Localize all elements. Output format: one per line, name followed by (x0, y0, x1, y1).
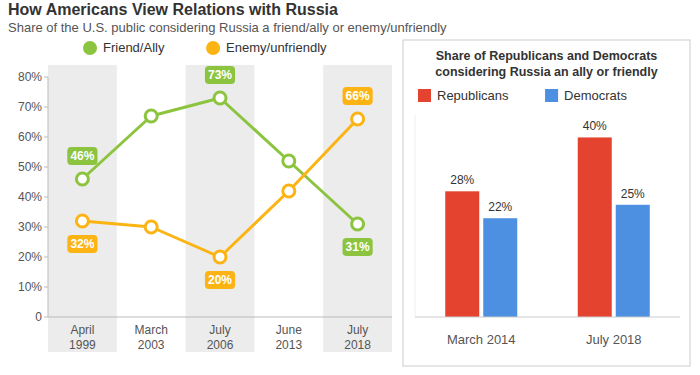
bar (483, 218, 517, 317)
data-label-box (343, 87, 373, 105)
data-label: 46% (70, 149, 94, 163)
panel-title-line: Share of Republicans and Democrats (436, 49, 658, 63)
data-label-box (67, 147, 97, 165)
x-tick-label-line: July (209, 323, 230, 337)
series-marker (214, 92, 226, 104)
y-tick (44, 137, 48, 138)
panel-frame (403, 40, 690, 366)
data-label: 25% (621, 187, 645, 201)
data-label: 28% (450, 173, 474, 187)
bar (445, 191, 479, 317)
data-label: 40% (583, 119, 607, 133)
x-tick-label: March2003 (135, 323, 168, 352)
data-label: 32% (70, 237, 94, 251)
chart-subtitle: Share of the U.S. public considering Rus… (8, 20, 447, 35)
y-tick-label: 20% (18, 250, 42, 264)
y-tick (44, 77, 48, 78)
legend-swatch (83, 41, 97, 55)
x-tick-label: June2013 (275, 323, 302, 352)
chart-title: How Americans View Relations with Russia (8, 1, 338, 18)
series-marker (283, 185, 295, 197)
x-tick-label: July2006 (207, 323, 234, 352)
chart-canvas: How Americans View Relations with Russia… (0, 0, 700, 375)
legend-swatch (418, 89, 431, 102)
x-axis-line (415, 317, 680, 318)
y-tick-label: 40% (18, 190, 42, 204)
panel-title-line: considering Russia an ally or friendly (435, 65, 657, 79)
legend-label: Republicans (437, 88, 509, 103)
data-label: 66% (346, 89, 370, 103)
bar (616, 205, 650, 317)
column-band (48, 65, 117, 352)
x-tick-label: March 2014 (447, 332, 516, 347)
y-tick (44, 317, 48, 318)
data-label-box (205, 271, 235, 289)
x-tick-label-line: 2006 (207, 338, 234, 352)
data-label: 73% (208, 68, 232, 82)
legend-label: Friend/Ally (103, 40, 165, 55)
x-tick-label-line: 1999 (69, 338, 96, 352)
series-marker (76, 215, 88, 227)
bar (578, 137, 612, 317)
legend-label: Enemy/unfriendly (226, 40, 327, 55)
plot-area (445, 137, 650, 317)
y-tick-label: 10% (18, 280, 42, 294)
x-tick-label-line: 2013 (275, 338, 302, 352)
y-tick (44, 257, 48, 258)
column-band (186, 65, 255, 352)
x-tick-label-line: 2003 (138, 338, 165, 352)
legend-label: Democrats (564, 88, 627, 103)
data-label: 31% (346, 240, 370, 254)
x-tick-label: July 2018 (586, 332, 642, 347)
y-axis-line (48, 77, 49, 317)
x-tick-label-line: 2018 (344, 338, 371, 352)
data-label-box (343, 238, 373, 256)
y-tick (44, 107, 48, 108)
x-tick-label: July2018 (344, 323, 371, 352)
series-marker (352, 113, 364, 125)
y-tick (44, 287, 48, 288)
series-marker (145, 221, 157, 233)
series-marker (214, 251, 226, 263)
series-marker (145, 110, 157, 122)
x-tick-label-line: July (347, 323, 368, 337)
panel-title: Share of Republicans and Democrats consid… (435, 49, 657, 79)
series-marker (283, 155, 295, 167)
x-tick-label-line: April (70, 323, 94, 337)
legend-swatch (206, 41, 220, 55)
data-label: 22% (488, 200, 512, 214)
data-label-box (205, 66, 235, 84)
legend-swatch (545, 89, 558, 102)
x-tick-label-line: March (135, 323, 168, 337)
y-tick (44, 167, 48, 168)
y-tick-label: 50% (18, 160, 42, 174)
x-tick-label: April1999 (69, 323, 96, 352)
column-band (323, 65, 392, 352)
y-tick (44, 197, 48, 198)
y-tick-label: 30% (18, 220, 42, 234)
y-tick-label: 70% (18, 100, 42, 114)
y-tick-label: 60% (18, 130, 42, 144)
series-marker (76, 173, 88, 185)
series-marker (352, 218, 364, 230)
y-tick-label: 80% (18, 70, 42, 84)
data-label: 20% (208, 273, 232, 287)
x-axis-line (48, 317, 392, 318)
data-label-box (67, 235, 97, 253)
range-frame (415, 115, 416, 317)
y-tick-label: 0 (35, 310, 42, 324)
x-tick-label-line: June (276, 323, 302, 337)
y-tick (44, 227, 48, 228)
series-line (82, 119, 357, 257)
plot-area (76, 92, 363, 263)
